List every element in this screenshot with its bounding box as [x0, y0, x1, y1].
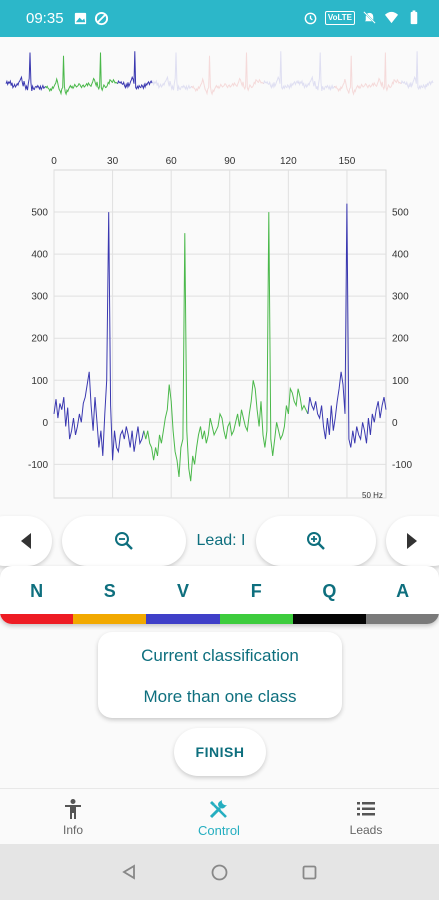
y-tick-labels-left: 500 400 300 200 100 0 -100: [28, 208, 48, 471]
class-f-button[interactable]: F: [219, 566, 293, 624]
ecg-chart[interactable]: 0 30 60 90 120 150 500 400 300 200 100 0 -100 500 40…: [0, 150, 439, 510]
zoom-out-button[interactable]: [62, 516, 186, 566]
class-color-stripe: [366, 614, 439, 624]
x-tick-label: 30: [107, 156, 119, 167]
zoom-in-icon: [307, 532, 325, 550]
y-tick-label: 500: [392, 208, 409, 219]
y-tick-label: 100: [392, 376, 409, 387]
class-label: A: [396, 581, 410, 601]
image-icon: [74, 12, 87, 25]
y-tick-labels-right: 500 400 300 200 100 0 -100: [392, 208, 412, 471]
y-tick-label: 200: [392, 334, 409, 345]
back-icon[interactable]: [121, 864, 137, 880]
x-tick-labels: 0 30 60 90 120 150: [51, 156, 356, 167]
overview-window-trace: [45, 52, 118, 96]
class-label: N: [30, 581, 44, 601]
mute-icon: [363, 11, 376, 24]
overview-faded-trace: [334, 52, 402, 96]
ecg-series-line: [53, 212, 145, 461]
x-tick-label: 150: [339, 156, 356, 167]
wifi-icon: [384, 11, 399, 24]
class-n-button[interactable]: N: [0, 566, 74, 624]
class-color-stripe: [73, 614, 147, 624]
y-tick-label: 400: [392, 250, 409, 261]
recents-icon[interactable]: [302, 865, 317, 880]
overview-faded-trace: [191, 52, 264, 96]
y-tick-label: -100: [392, 460, 412, 471]
ecg-series-line: [307, 203, 387, 448]
status-bar: 09:35 VoLTE: [0, 0, 439, 37]
ecg-series-line: [143, 212, 309, 482]
overview-faded-trace: [400, 51, 434, 91]
bottom-navigation: Info Control Leads: [0, 788, 439, 844]
class-q-button[interactable]: Q: [292, 566, 366, 624]
sampling-rate-label: 50 Hz: [362, 491, 383, 500]
tools-icon: [209, 800, 227, 819]
alarm-icon: [304, 12, 317, 25]
status-time: 09:35: [26, 10, 64, 27]
classification-card: Current classification More than one cla…: [98, 632, 342, 718]
chevron-left-icon: [21, 533, 31, 549]
system-navigation-bar: [0, 844, 439, 900]
class-color-stripe: [219, 614, 293, 624]
x-tick-label: 120: [280, 156, 297, 167]
finish-button[interactable]: FINISH: [174, 728, 266, 776]
nav-label: Control: [198, 823, 240, 838]
plot-frame: [53, 169, 387, 499]
nav-label: Info: [62, 823, 83, 837]
overview-faded-trace: [151, 52, 192, 91]
chevron-right-icon: [407, 533, 417, 549]
class-color-stripe: [146, 614, 220, 624]
chart-grid: [53, 169, 387, 499]
y-tick-label: 200: [31, 334, 48, 345]
y-tick-label: 300: [392, 292, 409, 303]
class-color-stripe: [0, 614, 74, 624]
previous-lead-button[interactable]: [0, 516, 52, 566]
classification-value: More than one class: [143, 687, 297, 706]
ecg-signal: [53, 203, 387, 482]
zoom-out-icon: [115, 532, 133, 550]
overview-window-trace: [117, 51, 153, 91]
person-icon: [65, 799, 81, 819]
next-lead-button[interactable]: [386, 516, 439, 566]
x-tick-label: 60: [166, 156, 178, 167]
list-icon: [357, 802, 375, 816]
nav-item-control[interactable]: Control: [146, 789, 292, 845]
nav-item-leads[interactable]: Leads: [293, 789, 439, 845]
y-tick-label: 300: [31, 292, 48, 303]
y-tick-label: 0: [42, 418, 48, 429]
class-a-button[interactable]: A: [366, 566, 439, 624]
class-label: V: [176, 581, 189, 601]
class-label: S: [103, 581, 116, 601]
volte-icon: VoLTE: [324, 10, 355, 25]
y-tick-label: 100: [31, 376, 48, 387]
class-selector: N S V F Q A: [0, 566, 439, 624]
home-icon[interactable]: [211, 864, 228, 881]
class-s-button[interactable]: S: [73, 566, 147, 624]
x-tick-label: 0: [51, 156, 57, 167]
data-saver-icon: [94, 11, 109, 26]
overview-faded-trace: [263, 51, 299, 91]
battery-icon: [410, 10, 418, 25]
nav-item-info[interactable]: Info: [0, 789, 146, 845]
class-color-stripe: [292, 614, 366, 624]
class-v-button[interactable]: V: [146, 566, 220, 624]
overview-window-trace: [5, 52, 46, 91]
class-label: Q: [322, 581, 337, 601]
zoom-in-button[interactable]: [256, 516, 376, 566]
y-tick-label: -100: [28, 460, 48, 471]
class-label: F: [250, 581, 262, 601]
y-tick-label: 0: [392, 418, 398, 429]
nav-label: Leads: [349, 823, 383, 837]
y-tick-label: 500: [31, 208, 48, 219]
x-tick-label: 90: [224, 156, 236, 167]
overview-faded-trace: [297, 52, 335, 92]
y-tick-label: 400: [31, 250, 48, 261]
lead-label: Lead: I: [196, 532, 246, 549]
ecg-overview-strip[interactable]: [0, 50, 439, 120]
classification-title: Current classification: [141, 646, 299, 665]
